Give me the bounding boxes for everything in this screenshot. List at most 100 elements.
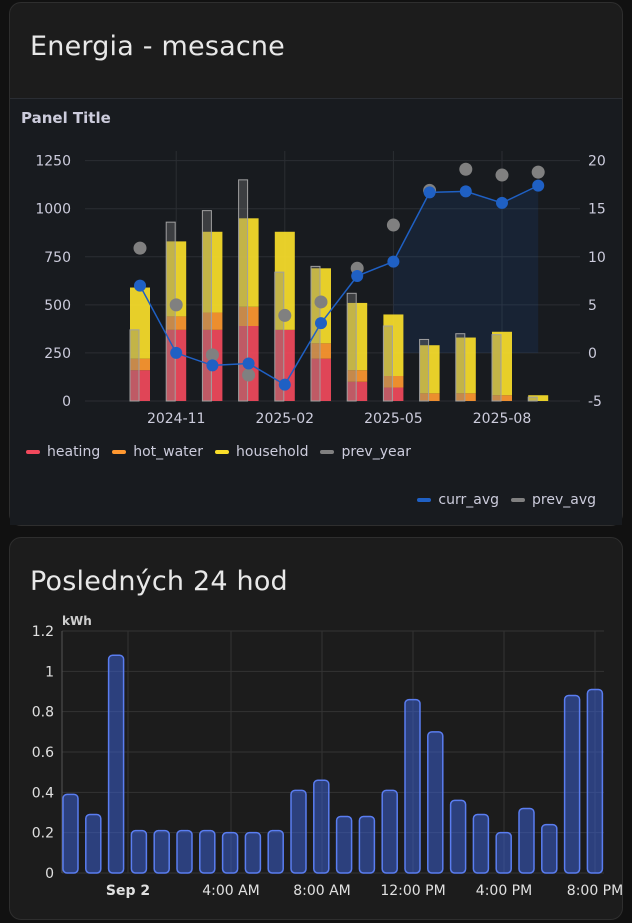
hourly-bar [381, 789, 398, 874]
y-axis-tick-label: 0.6 [32, 745, 54, 761]
hourly-energy-chart: kWh 0 0.2 0.4 0.6 0.8 1 1.2 Sep 2 4:00 AM 8:00 AM 1… [32, 614, 622, 899]
bar-prev-year [382, 325, 393, 402]
legend-item-prev-avg[interactable]: prev_avg [511, 492, 596, 508]
prev-avg-point [205, 348, 219, 362]
curr-avg-point [496, 196, 508, 209]
prev-avg-point [133, 241, 147, 255]
x-axis-tick-label: 8:00 AM [293, 883, 351, 899]
bar-prev-year [165, 221, 176, 402]
bar-heating [130, 370, 150, 401]
curr-avg-line [139, 184, 539, 386]
y-axis-tick-label: 1.2 [32, 624, 54, 640]
legend-label: heating [47, 444, 101, 460]
monthly-energy-card: Energia - mesacne Panel Title 0 250 500 750… [9, 2, 623, 526]
monthly-panel: Panel Title 0 250 500 750 1000 1250 -5 0 5 10 15 20… [10, 98, 622, 525]
legend-label: prev_avg [532, 492, 596, 508]
prev-avg-point [531, 165, 545, 179]
bar-heating [347, 381, 368, 401]
prev-avg-point [314, 295, 328, 309]
hourly-bar [335, 815, 353, 874]
y-axis-unit-label: kWh [62, 614, 92, 628]
hourly-bar [541, 823, 558, 874]
x-axis-tick-label: 8:00 PM [567, 883, 622, 899]
hourly-bar [267, 829, 284, 874]
hourly-bar [244, 831, 262, 874]
hourly-bar [518, 807, 535, 874]
legend-label: prev_year [341, 444, 411, 460]
x-axis-tick-label: 2025-05 [364, 411, 423, 427]
monthly-energy-chart: 0 250 500 750 1000 1250 -5 0 5 10 15 20 2024-11 2025-… [35, 151, 606, 427]
right-axis-tick-label: 0 [588, 346, 597, 362]
hourly-bar [85, 813, 102, 874]
bar-prev-year [201, 210, 212, 402]
bar-prev-year [274, 271, 285, 402]
hourly-bar [427, 731, 444, 874]
legend-swatch [26, 450, 40, 454]
legend-item-prev-year[interactable]: prev_year [320, 444, 411, 460]
bar-household [492, 331, 512, 396]
bar-household [419, 345, 440, 394]
hourly-bar [495, 831, 512, 874]
curr-avg-point [278, 378, 291, 391]
hourly-bar [130, 829, 148, 874]
bar-hot-water [238, 306, 259, 326]
bar-hot-water [202, 312, 223, 330]
hourly-bar [472, 813, 490, 874]
left-axis-tick-label: 750 [44, 250, 71, 266]
hourly-bar [404, 698, 421, 874]
right-axis-tick-label: 20 [588, 154, 606, 170]
hourly-bar [153, 829, 170, 874]
legend-swatch [215, 450, 230, 454]
bar-hot-water [383, 376, 404, 388]
prev-avg-point [242, 368, 256, 382]
legend-item-curr-avg[interactable]: curr_avg [417, 492, 499, 508]
legend-swatch [112, 450, 127, 454]
curr-avg-point [387, 255, 400, 268]
bar-hot-water [455, 393, 476, 401]
legend-label: household [236, 444, 309, 460]
curr-avg-point [423, 186, 436, 199]
bar-heating [166, 329, 187, 401]
x-axis-tick-label: 2024-11 [147, 411, 206, 427]
y-axis-tick-label: 0 [45, 866, 54, 882]
legend-swatch [417, 498, 432, 502]
legend-item-household[interactable]: household [215, 444, 308, 460]
bar-hot-water [419, 393, 440, 401]
legend-bottom: curr_avg prev_avg [417, 492, 608, 508]
bar-heating [383, 387, 404, 401]
legend-item-heating[interactable]: heating [26, 444, 100, 460]
prev-avg-point [459, 162, 473, 176]
curr-avg-point [351, 270, 364, 282]
bar-hot-water [311, 343, 331, 359]
hourly-bar [199, 829, 216, 874]
legend-swatch [511, 498, 526, 502]
bar-prev-year [527, 396, 538, 402]
legend-item-hot-water[interactable]: hot_water [112, 444, 203, 460]
left-axis-tick-label: 1250 [35, 154, 71, 170]
prev-avg-point [278, 308, 292, 322]
bar-household [274, 231, 295, 330]
hourly-bar [107, 654, 125, 874]
right-axis-tick-label: 10 [588, 250, 606, 266]
right-axis-tick-label: 5 [588, 298, 597, 314]
y-axis-tick-label: 1 [45, 664, 54, 680]
x-axis-tick-label: 4:00 PM [476, 883, 532, 899]
x-axis-tick-label: 2025-08 [473, 411, 532, 427]
y-axis-tick-label: 0.2 [32, 826, 54, 842]
monthly-card-title: Energia - mesacne [30, 31, 285, 62]
hourly-bar [563, 694, 581, 874]
left-axis-tick-label: 1000 [35, 202, 71, 218]
bar-household [238, 218, 259, 307]
bar-hot-water [347, 370, 368, 382]
curr-avg-point [242, 357, 255, 370]
curr-avg-point [532, 179, 545, 192]
curr-avg-area [393, 185, 539, 353]
panel-title: Panel Title [21, 109, 111, 127]
right-axis-tick-label: -5 [588, 394, 602, 410]
bar-hot-water [492, 395, 512, 401]
bar-household [383, 314, 404, 376]
hourly-bar [62, 793, 79, 874]
bar-heating [311, 358, 331, 401]
last-24h-card-title: Posledných 24 hod [30, 566, 288, 597]
curr-avg-point [459, 185, 472, 198]
